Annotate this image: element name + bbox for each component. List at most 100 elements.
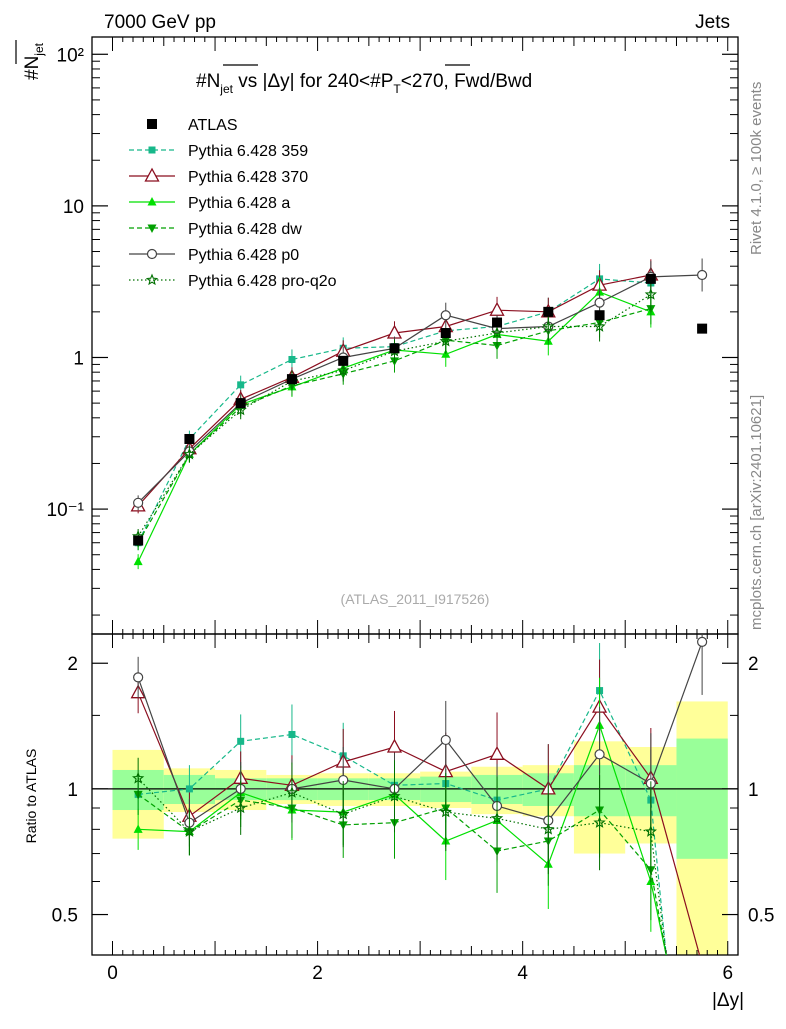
ratio-point <box>594 749 605 760</box>
series-0 <box>134 263 655 551</box>
legend-marker <box>144 167 160 182</box>
header-left: 7000 GeV pp <box>104 12 216 33</box>
ratio-ylabel: Ratio to ATLAS <box>23 749 39 844</box>
ratio-series-5 <box>132 757 667 955</box>
plot-title: #Njet vs |Δy| for 240<#PT<270, Fwd/Bwd <box>196 71 532 96</box>
legend-marker <box>147 197 157 206</box>
series-line <box>137 278 651 543</box>
legend-marker <box>146 248 158 260</box>
ratio-point <box>439 805 452 818</box>
legend-label: Pythia 6.428 pro-q2o <box>188 273 337 290</box>
legend-label: Pythia 6.428 p0 <box>188 247 299 264</box>
ratio-point <box>133 824 143 833</box>
ratio-point <box>386 738 403 753</box>
legend-label: Pythia 6.428 359 <box>188 143 308 160</box>
legend-label: Pythia 6.428 370 <box>188 169 308 186</box>
ratio-point <box>237 737 245 745</box>
ratio-ytick-label: 2 <box>67 654 78 675</box>
series-2 <box>133 277 656 570</box>
ref-tag: (ATLAS_2011_I917526) <box>341 591 490 607</box>
ratio-point <box>489 745 505 760</box>
series-point <box>644 288 658 300</box>
series-point <box>593 319 606 332</box>
atlas-point <box>286 374 297 385</box>
ratio-point <box>285 786 299 798</box>
atlas-point <box>440 328 451 339</box>
series-line <box>137 274 703 504</box>
series-point <box>288 355 296 363</box>
series-point <box>542 319 555 332</box>
ratio-band-stat <box>676 738 728 859</box>
ratio-point <box>183 825 196 837</box>
series-point <box>133 556 143 566</box>
series-4 <box>133 258 708 511</box>
legend-marker <box>148 146 156 154</box>
ratio-line <box>138 689 667 955</box>
legend-label: Pythia 6.428 dw <box>188 221 302 238</box>
ratio-point <box>388 789 401 802</box>
ratio-line <box>137 777 667 955</box>
series-point <box>490 326 504 339</box>
ratio-line <box>137 793 667 955</box>
ratio-plot: 0.5 0.5 1 1 2 2 <box>52 633 774 956</box>
xtick-label: 6 <box>722 963 733 984</box>
ratio-ytick-label: 1 <box>67 780 78 801</box>
legend-label: Pythia 6.428 a <box>188 195 290 212</box>
series-point <box>697 269 708 281</box>
ratio-point <box>185 785 193 793</box>
ratio-line <box>138 723 667 955</box>
atlas-point <box>697 323 708 334</box>
series-point <box>440 310 451 321</box>
legend-marker <box>147 119 157 129</box>
xtick-label: 0 <box>107 963 118 984</box>
series-point <box>234 403 247 416</box>
mcplots-label: mcplots.cern.ch [arXiv:2401.10621] <box>748 395 765 630</box>
ratio-point <box>234 801 247 814</box>
series-point <box>183 447 196 460</box>
series-1 <box>130 259 659 514</box>
ratio-ytick-label-right: 1 <box>748 780 759 801</box>
legend-label: ATLAS <box>188 117 238 134</box>
series-5 <box>131 278 658 544</box>
ratio-point <box>132 771 145 784</box>
xtick-label: 4 <box>517 963 528 984</box>
legend-marker <box>145 273 159 286</box>
ratio-point <box>337 807 350 820</box>
xaxis-label: |Δy| <box>712 990 744 1011</box>
atlas-point <box>543 306 554 317</box>
atlas-point <box>389 343 400 354</box>
main-ytick-label: 10² <box>57 45 84 66</box>
atlas-data <box>133 273 708 546</box>
ratio-point <box>288 730 296 738</box>
main-plot: 10⁻¹ 1 10 10² <box>47 36 739 635</box>
ratio-point <box>133 672 144 683</box>
series-point <box>489 301 505 316</box>
series-line <box>137 274 651 507</box>
ratio-line <box>137 641 703 824</box>
atlas-point <box>594 310 605 321</box>
atlas-point <box>235 398 246 409</box>
atlas-point <box>645 273 656 284</box>
series-point <box>133 497 144 508</box>
ratio-point <box>490 811 504 824</box>
atlas-point <box>133 535 144 546</box>
series-point <box>594 297 605 308</box>
main-ytick-label: 1 <box>73 348 84 369</box>
legend-marker <box>147 224 157 233</box>
ratio-ytick-label: 0.5 <box>52 906 78 927</box>
atlas-point <box>184 433 195 444</box>
ratio-ytick-label-right: 0.5 <box>748 906 774 927</box>
header-right: Jets <box>695 12 730 33</box>
ratio-point <box>697 636 708 647</box>
xtick-label: 2 <box>312 963 323 984</box>
ratio-line <box>137 692 701 955</box>
series-point <box>337 364 350 376</box>
ratio-point <box>440 734 451 746</box>
legend: ATLAS Pythia 6.428 359 Pythia 6.428 370 Pyt… <box>129 117 337 290</box>
main-ytick-label: 10⁻¹ <box>47 500 85 521</box>
main-ylabel: #Njet <box>22 42 46 80</box>
rivet-label: Rivet 4.1.0, ≥ 100k events <box>748 82 765 255</box>
svg-text:#Njet: #Njet <box>22 42 46 80</box>
ratio-point <box>542 822 555 835</box>
